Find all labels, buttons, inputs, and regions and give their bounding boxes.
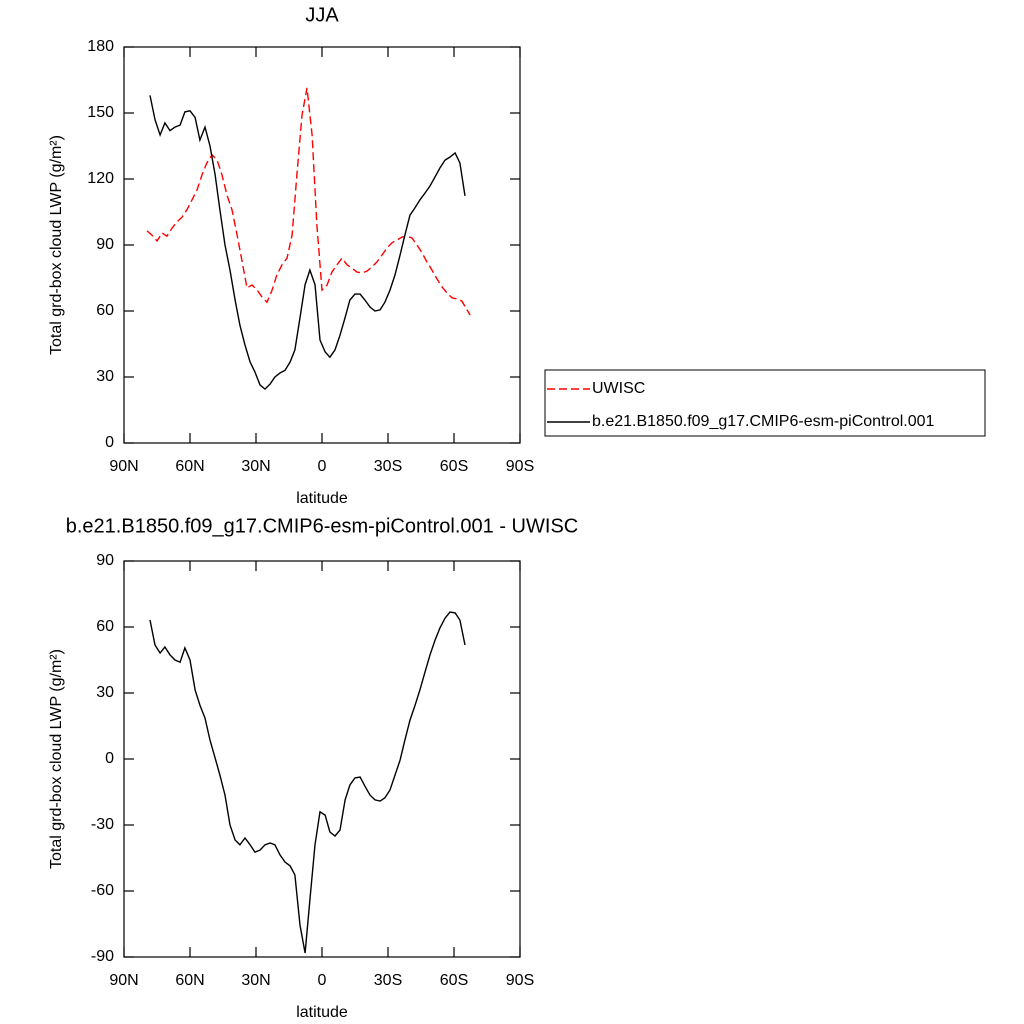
y-tick-label: 60 (96, 618, 114, 635)
y-tick-label: 60 (96, 302, 114, 319)
y-tick-label: 0 (105, 434, 114, 451)
x-tick-label: 60S (440, 458, 468, 475)
chart-title: b.e21.B1850.f09_g17.CMIP6-esm-piControl.… (66, 515, 578, 537)
x-tick-label: 30S (374, 458, 402, 475)
x-tick-label: 0 (318, 972, 327, 989)
legend-label: UWISC (592, 380, 645, 397)
y-tick-label: 120 (87, 170, 114, 187)
chart-title: JJA (305, 4, 339, 26)
y-tick-label: 90 (96, 552, 114, 569)
x-tick-label: 60N (175, 458, 204, 475)
x-axis-label: latitude (296, 490, 348, 507)
x-tick-label: 90N (109, 458, 138, 475)
x-tick-label: 60N (175, 972, 204, 989)
x-tick-label: 0 (318, 458, 327, 475)
x-tick-label: 30N (241, 972, 270, 989)
legend: UWISC b.e21.B1850.f09_g17.CMIP6-esm-piCon… (544, 369, 986, 437)
y-axis-label: Total grd-box cloud LWP (g/m²) (48, 135, 65, 355)
y-tick-label: -30 (91, 816, 114, 833)
y-tick-label: 30 (96, 684, 114, 701)
y-tick-label: -90 (91, 948, 114, 965)
y-tick-label: -60 (91, 882, 114, 899)
y-axis-label: Total grd-box cloud LWP (g/m²) (48, 649, 65, 869)
plot-frame (123, 560, 521, 958)
plot-frame (123, 46, 521, 444)
data-line (149, 95, 466, 391)
legend-label: b.e21.B1850.f09_g17.CMIP6-esm-piControl.… (592, 413, 935, 430)
x-tick-label: 90N (109, 972, 138, 989)
y-tick-label: 30 (96, 368, 114, 385)
data-line (146, 87, 471, 316)
x-tick-label: 90S (506, 972, 534, 989)
legend-box (544, 369, 986, 437)
y-tick-label: 150 (87, 104, 114, 121)
y-tick-label: 180 (87, 38, 114, 55)
x-tick-label: 60S (440, 972, 468, 989)
data-line (149, 611, 466, 954)
y-tick-label: 90 (96, 236, 114, 253)
x-tick-label: 30N (241, 458, 270, 475)
x-axis-label: latitude (296, 1004, 348, 1021)
x-tick-label: 90S (506, 458, 534, 475)
y-tick-label: 0 (105, 750, 114, 767)
x-tick-label: 30S (374, 972, 402, 989)
